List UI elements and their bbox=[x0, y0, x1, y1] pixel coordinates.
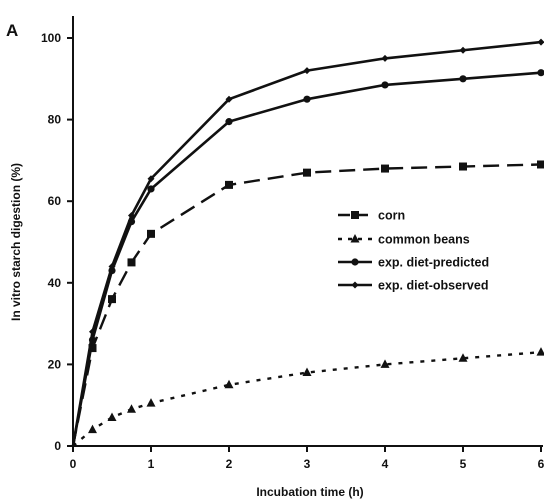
data-point bbox=[127, 404, 136, 413]
legend-item: common beans bbox=[338, 233, 470, 247]
data-point bbox=[225, 118, 233, 126]
legend-item: corn bbox=[338, 209, 405, 223]
legend-marker bbox=[351, 211, 359, 219]
legend-label: exp. diet-observed bbox=[378, 279, 488, 293]
data-point bbox=[381, 54, 389, 62]
data-point bbox=[128, 211, 135, 219]
data-point bbox=[537, 38, 544, 46]
x-tick-label: 0 bbox=[70, 457, 77, 471]
data-point bbox=[459, 46, 467, 54]
series-line-exp-diet-predicted bbox=[71, 71, 542, 447]
y-tick-label: 40 bbox=[48, 276, 62, 290]
data-point bbox=[303, 95, 311, 103]
data-point bbox=[536, 347, 544, 356]
legend-marker bbox=[351, 258, 359, 266]
data-point bbox=[146, 398, 156, 407]
legend-marker bbox=[351, 281, 359, 289]
data-point bbox=[108, 262, 116, 270]
data-point bbox=[224, 379, 234, 389]
legend-label: exp. diet-predicted bbox=[378, 256, 489, 270]
data-point bbox=[88, 424, 97, 434]
series-exp-diet-observed bbox=[71, 38, 544, 447]
data-point bbox=[88, 344, 97, 353]
series-exp-diet-predicted bbox=[71, 69, 544, 447]
x-axis-ticks: 0 1 2 3 4 5 6 bbox=[70, 446, 544, 471]
data-point bbox=[459, 75, 467, 83]
series-corn bbox=[71, 160, 544, 447]
legend-item: exp. diet-predicted bbox=[338, 256, 489, 270]
x-tick-label: 2 bbox=[226, 457, 233, 471]
x-tick-label: 1 bbox=[148, 457, 155, 471]
data-point bbox=[459, 162, 467, 171]
data-point bbox=[381, 81, 389, 89]
data-point bbox=[302, 367, 312, 377]
data-point bbox=[225, 95, 233, 103]
x-axis-title: Incubation time (h) bbox=[256, 485, 363, 499]
series-line-common-beans bbox=[72, 350, 542, 447]
y-tick-label: 80 bbox=[48, 113, 62, 127]
data-point bbox=[89, 328, 96, 336]
data-point bbox=[303, 67, 311, 75]
data-point bbox=[458, 353, 468, 362]
data-point bbox=[147, 175, 155, 183]
data-point bbox=[381, 164, 389, 173]
data-point bbox=[537, 69, 544, 77]
series-common-beans bbox=[72, 347, 544, 447]
data-point bbox=[380, 359, 390, 368]
legend-label: corn bbox=[378, 209, 405, 223]
y-axis-ticks: 0 20 40 60 80 100 bbox=[41, 31, 73, 453]
data-point bbox=[303, 168, 311, 177]
x-tick-label: 3 bbox=[304, 457, 311, 471]
x-tick-label: 4 bbox=[382, 457, 389, 471]
legend-marker bbox=[350, 234, 360, 243]
panel-label: A bbox=[6, 21, 18, 40]
data-point bbox=[147, 229, 155, 238]
data-point bbox=[537, 160, 544, 169]
x-tick-label: 5 bbox=[460, 457, 467, 471]
x-tick-label: 6 bbox=[538, 457, 544, 471]
plot-series bbox=[71, 38, 544, 447]
y-tick-label: 0 bbox=[54, 439, 61, 453]
series-line-corn bbox=[71, 163, 542, 447]
y-tick-label: 100 bbox=[41, 31, 61, 45]
y-tick-label: 60 bbox=[48, 194, 62, 208]
series-line-exp-diet-observed bbox=[71, 40, 542, 447]
data-point bbox=[147, 185, 155, 193]
legend-label: common beans bbox=[378, 233, 470, 247]
data-point bbox=[127, 258, 136, 267]
data-point bbox=[108, 295, 116, 304]
legend: corn common beans exp. diet-predicted exp. … bbox=[338, 209, 489, 293]
data-point bbox=[107, 412, 117, 421]
data-point bbox=[225, 180, 233, 189]
legend-item: exp. diet-observed bbox=[338, 279, 488, 293]
y-axis-title: In vitro starch digestion (%) bbox=[9, 163, 23, 321]
y-tick-label: 20 bbox=[48, 357, 62, 371]
